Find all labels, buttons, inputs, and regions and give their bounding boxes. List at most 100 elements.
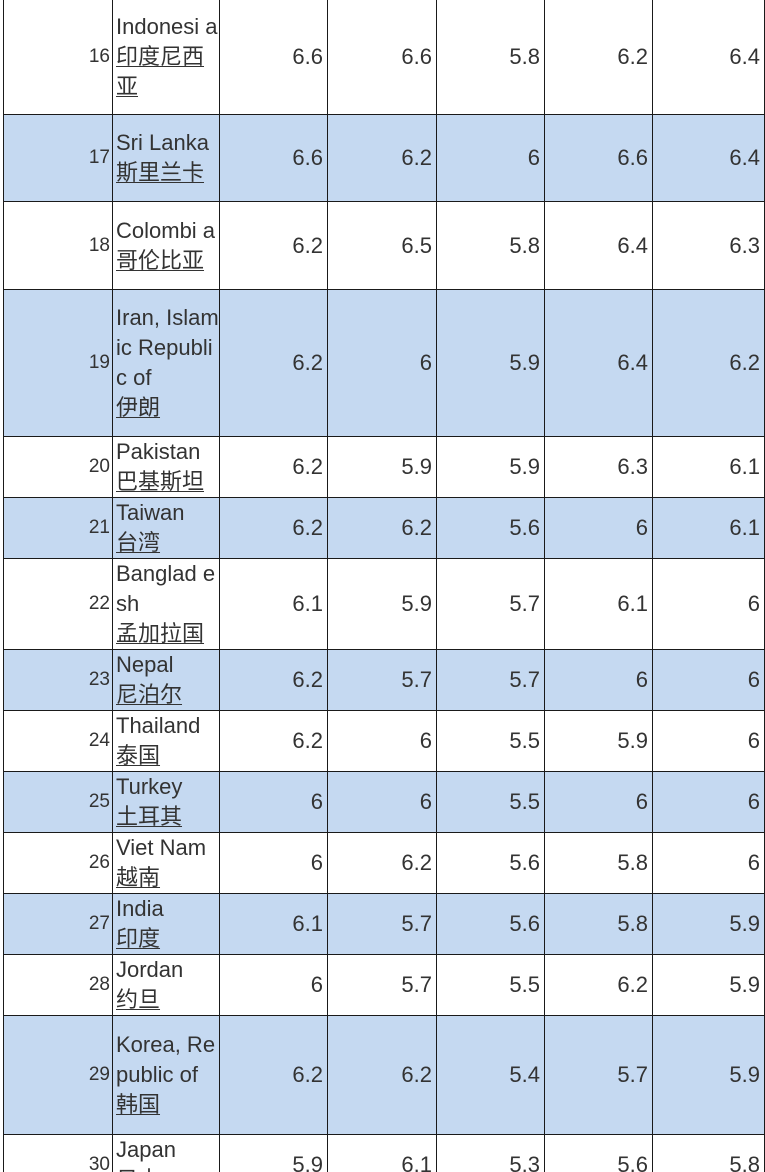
score-cell-1: 6.2 <box>219 497 328 559</box>
table-row: 17 Sri Lanka 斯里兰卡 6.6 6.2 6 6.6 6.4 <box>3 114 764 202</box>
score-cell-1: 6 <box>219 771 328 833</box>
country-name-english: Iran, Islamic Republic of <box>116 305 219 390</box>
score-cell-2: 5.7 <box>327 649 437 711</box>
score-cell-3: 5.6 <box>436 832 545 894</box>
country-name-english: India <box>116 896 164 921</box>
country-name-english: Taiwan <box>116 500 185 525</box>
rank-cell: 19 <box>3 289 113 437</box>
table-row: 26 Viet Nam 越南 6 6.2 5.6 5.8 6 <box>3 832 764 894</box>
score-cell-2: 6.6 <box>327 0 437 115</box>
rank-cell: 23 <box>3 649 113 711</box>
country-name-english: Nepal <box>116 652 174 677</box>
score-cell-4: 6 <box>544 649 653 711</box>
country-name-english: Korea, Republic of <box>116 1032 216 1087</box>
score-cell-3: 5.8 <box>436 201 545 290</box>
country-name-chinese: 孟加拉国 <box>116 621 205 646</box>
score-cell-3: 5.7 <box>436 649 545 711</box>
table-row: 29 Korea, Republic of 韩国 6.2 6.2 5.4 5.7 5.9 <box>3 1015 764 1135</box>
score-cell-3: 5.5 <box>436 954 545 1016</box>
score-cell-2: 5.9 <box>327 436 437 498</box>
rank-cell: 25 <box>3 771 113 833</box>
country-name-english: Japan <box>116 1137 176 1162</box>
country-cell: Korea, Republic of 韩国 <box>112 1015 220 1135</box>
score-cell-1: 5.9 <box>219 1134 328 1172</box>
country-cell: Colombi a 哥伦比亚 <box>112 201 220 290</box>
score-cell-4: 6.2 <box>544 0 653 115</box>
score-cell-4: 5.6 <box>544 1134 653 1172</box>
score-cell-3: 5.6 <box>436 497 545 559</box>
score-cell-3: 5.5 <box>436 710 545 772</box>
score-cell-4: 6 <box>544 771 653 833</box>
rank-cell: 29 <box>3 1015 113 1135</box>
score-cell-5: 6 <box>652 771 764 833</box>
score-cell-1: 6.2 <box>219 289 328 437</box>
rank-cell: 27 <box>3 893 113 955</box>
country-name-chinese: 斯里兰卡 <box>116 160 205 185</box>
score-cell-2: 6 <box>327 289 437 437</box>
score-cell-4: 6.1 <box>544 558 653 650</box>
score-cell-3: 5.8 <box>436 0 545 115</box>
score-cell-2: 6.2 <box>327 497 437 559</box>
score-cell-2: 6 <box>327 771 437 833</box>
score-cell-2: 5.9 <box>327 558 437 650</box>
country-cell: India 印度 <box>112 893 220 955</box>
score-cell-5: 6.4 <box>652 114 764 202</box>
rank-cell: 16 <box>3 0 113 115</box>
table-row: 21 Taiwan 台湾 6.2 6.2 5.6 6 6.1 <box>3 497 764 559</box>
score-cell-5: 6 <box>652 558 764 650</box>
score-cell-2: 6.2 <box>327 832 437 894</box>
country-name-chinese: 台湾 <box>116 530 161 555</box>
rank-cell: 20 <box>3 436 113 498</box>
score-cell-1: 6 <box>219 954 328 1016</box>
score-cell-4: 6.6 <box>544 114 653 202</box>
table-body: 16 Indonesi a 印度尼西亚 6.6 6.6 5.8 6.2 6.4 17 Sri La… <box>3 0 764 1172</box>
score-cell-5: 6 <box>652 649 764 711</box>
score-cell-2: 5.7 <box>327 954 437 1016</box>
country-name-chinese: 印度 <box>116 926 161 951</box>
country-name-chinese: 土耳其 <box>116 804 183 829</box>
country-cell: Viet Nam 越南 <box>112 832 220 894</box>
country-cell: Indonesi a 印度尼西亚 <box>112 0 220 115</box>
score-cell-2: 6.2 <box>327 114 437 202</box>
country-name-chinese: 韩国 <box>116 1092 161 1117</box>
country-name-english: Sri Lanka <box>116 130 209 155</box>
score-cell-2: 5.7 <box>327 893 437 955</box>
table-row: 19 Iran, Islamic Republic of 伊朗 6.2 6 5.9 6.4 6… <box>3 289 764 437</box>
country-cell: Japan 日本 <box>112 1134 220 1172</box>
score-cell-2: 6.5 <box>327 201 437 290</box>
country-cell: Nepal 尼泊尔 <box>112 649 220 711</box>
score-cell-3: 5.7 <box>436 558 545 650</box>
score-cell-3: 5.5 <box>436 771 545 833</box>
country-name-english: Indonesi a <box>116 13 218 39</box>
country-name-english: Jordan <box>116 957 184 982</box>
score-cell-5: 5.9 <box>652 893 764 955</box>
score-cell-3: 5.9 <box>436 289 545 437</box>
score-cell-3: 5.3 <box>436 1134 545 1172</box>
score-cell-1: 6.1 <box>219 558 328 650</box>
score-cell-1: 6.2 <box>219 201 328 290</box>
rank-cell: 17 <box>3 114 113 202</box>
country-name-chinese: 巴基斯坦 <box>116 469 205 494</box>
table-row: 24 Thailand 泰国 6.2 6 5.5 5.9 6 <box>3 710 764 772</box>
ranking-table: 16 Indonesi a 印度尼西亚 6.6 6.6 5.8 6.2 6.4 17 Sri La… <box>3 0 764 1172</box>
score-cell-5: 6.2 <box>652 289 764 437</box>
score-cell-5: 6.4 <box>652 0 764 115</box>
score-cell-1: 6.1 <box>219 893 328 955</box>
country-name-english: Banglad esh <box>116 561 216 616</box>
score-cell-1: 6.2 <box>219 1015 328 1135</box>
score-cell-1: 6.2 <box>219 436 328 498</box>
country-name-chinese: 尼泊尔 <box>116 682 183 707</box>
score-cell-5: 6.1 <box>652 436 764 498</box>
rank-cell: 21 <box>3 497 113 559</box>
score-cell-4: 5.7 <box>544 1015 653 1135</box>
score-cell-5: 6.1 <box>652 497 764 559</box>
country-cell: Sri Lanka 斯里兰卡 <box>112 114 220 202</box>
country-cell: Iran, Islamic Republic of 伊朗 <box>112 289 220 437</box>
score-cell-1: 6.6 <box>219 0 328 115</box>
rank-cell: 26 <box>3 832 113 894</box>
country-name-english: Thailand <box>116 713 201 738</box>
score-cell-4: 6.2 <box>544 954 653 1016</box>
score-cell-1: 6.2 <box>219 710 328 772</box>
score-cell-5: 6 <box>652 710 764 772</box>
